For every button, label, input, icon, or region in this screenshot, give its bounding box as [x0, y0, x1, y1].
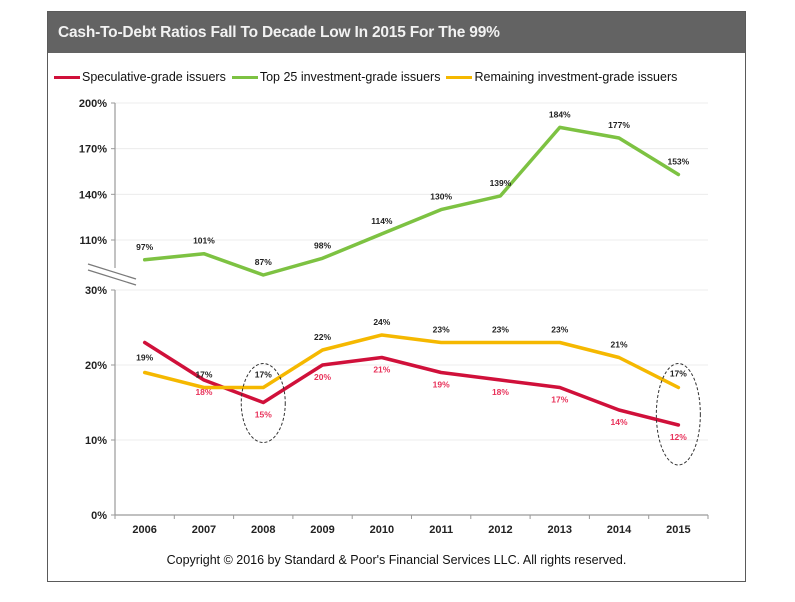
y-tick-label: 30%	[85, 285, 107, 297]
axis-break-mark	[87, 263, 137, 280]
y-tick-label: 20%	[85, 360, 107, 372]
legend-swatch-speculative	[54, 75, 80, 79]
data-label: 184%	[549, 109, 571, 119]
data-label: 24%	[373, 317, 390, 327]
chart-frame: Cash-To-Debt Ratios Fall To Decade Low I…	[47, 11, 746, 582]
x-tick-label: 2011	[429, 524, 453, 536]
data-label: 17%	[551, 395, 568, 405]
legend-item-remaining: Remaining investment-grade issuers	[446, 70, 677, 84]
data-label: 114%	[371, 216, 393, 226]
y-tick-label: 110%	[79, 235, 107, 247]
data-label: 17%	[255, 370, 272, 380]
data-label: 15%	[255, 410, 272, 420]
data-label: 19%	[433, 380, 450, 390]
chart-title: Cash-To-Debt Ratios Fall To Decade Low I…	[48, 12, 745, 53]
data-label: 22%	[314, 332, 331, 342]
data-label: 97%	[136, 242, 153, 252]
data-label: 12%	[670, 432, 687, 442]
data-label: 98%	[314, 240, 331, 250]
legend-label-top25: Top 25 investment-grade issuers	[259, 70, 441, 84]
data-label: 17%	[670, 369, 687, 379]
x-tick-label: 2014	[607, 524, 632, 536]
data-label: 20%	[314, 372, 331, 382]
data-label: 177%	[608, 120, 630, 130]
y-tick-label: 170%	[79, 144, 107, 156]
data-label: 87%	[255, 257, 272, 267]
data-label: 130%	[430, 192, 452, 202]
x-tick-label: 2012	[488, 524, 512, 536]
series-line-2	[142, 333, 681, 390]
y-tick-label: 0%	[91, 510, 107, 522]
annotation-ellipse-2008	[240, 363, 286, 443]
data-label: 153%	[667, 157, 689, 167]
y-tick-label: 140%	[79, 189, 107, 201]
y-tick-label: 10%	[85, 435, 107, 447]
data-label: 18%	[492, 387, 509, 397]
legend-label-speculative: Speculative-grade issuers	[82, 70, 226, 84]
legend-item-speculative: Speculative-grade issuers	[54, 70, 226, 84]
data-label: 17%	[195, 370, 212, 380]
data-label: 14%	[611, 417, 628, 427]
legend-label-remaining: Remaining investment-grade issuers	[474, 70, 678, 84]
legend-swatch-remaining	[446, 75, 473, 79]
legend: Speculative-grade issuers Top 25 investm…	[48, 68, 745, 86]
y-tick-label: 200%	[79, 98, 107, 110]
data-label: 21%	[373, 365, 390, 375]
data-label: 23%	[551, 325, 568, 335]
annotation-ellipse-2015	[655, 363, 701, 466]
legend-item-top25: Top 25 investment-grade issuers	[231, 70, 441, 84]
x-tick-label: 2009	[310, 524, 334, 536]
data-label: 21%	[611, 340, 628, 350]
series-line-1	[142, 125, 681, 277]
data-label: 23%	[492, 325, 509, 335]
data-label: 19%	[136, 353, 153, 363]
x-tick-label: 2010	[370, 524, 394, 536]
x-tick-label: 2008	[251, 524, 275, 536]
data-label: 139%	[490, 178, 512, 188]
x-tick-label: 2015	[666, 524, 690, 536]
x-tick-label: 2007	[192, 524, 216, 536]
data-label: 23%	[433, 325, 450, 335]
x-tick-label: 2013	[548, 524, 572, 536]
axis-break-mark	[87, 269, 137, 286]
series-line-0	[142, 340, 681, 427]
data-label: 101%	[193, 236, 215, 246]
x-tick-label: 2006	[132, 524, 156, 536]
legend-swatch-top25	[231, 75, 258, 79]
copyright-footnote: Copyright © 2016 by Standard & Poor's Fi…	[166, 553, 627, 567]
data-label: 18%	[195, 387, 212, 397]
